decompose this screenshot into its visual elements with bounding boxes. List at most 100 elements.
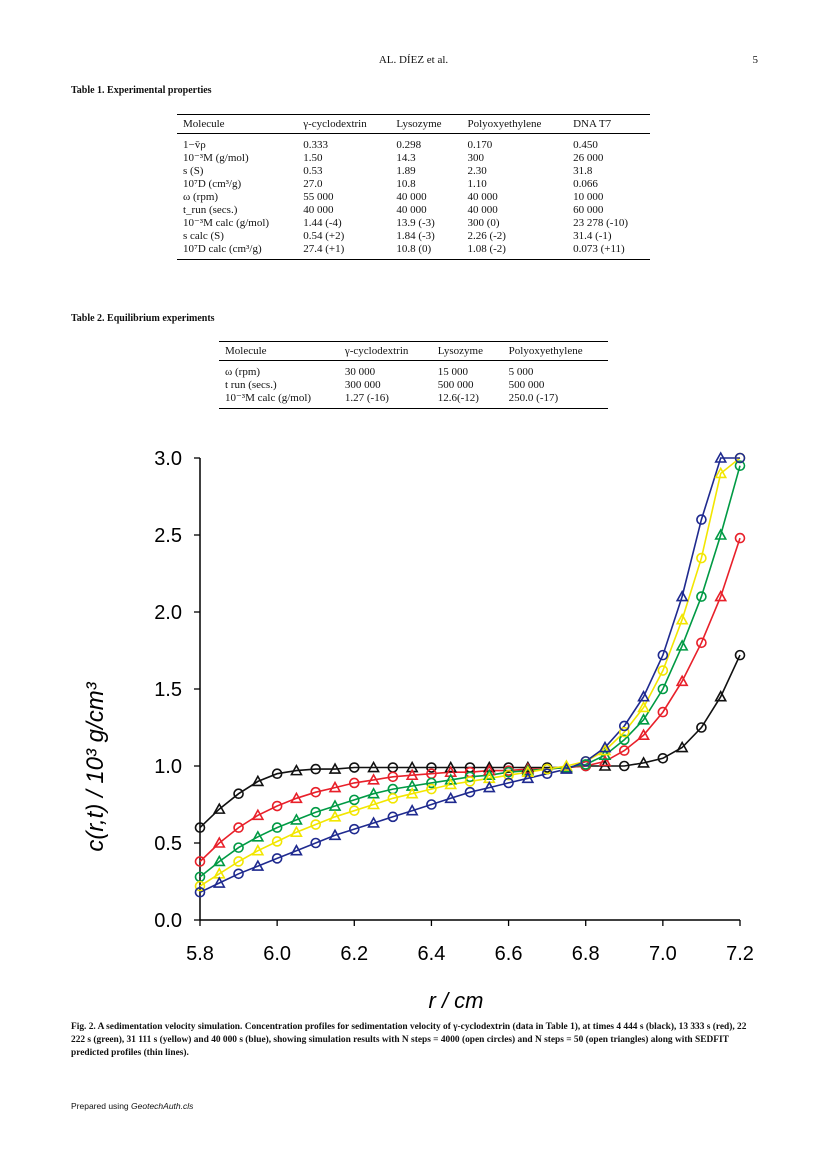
table-cell: 27.0 [303,178,323,190]
table-row: 10⁻³M calc (g/mol) 1.27 (-16) 12.6(-12) 250… [219,392,608,409]
y-tick-label: 0.5 [154,833,182,855]
data-point-triangle [290,825,303,838]
x-tick-label: 6.0 [263,943,291,965]
table-cell: 300 000 [344,379,381,391]
x-tick-label: 6.8 [572,943,600,965]
table-cell: 15 000 [437,366,468,378]
data-point-triangle [367,797,380,810]
table1-column-header: Lysozyme [390,114,462,134]
table-cell: 31.4 (-1) [573,230,612,242]
table-cell: 0.333 [303,139,328,151]
table-cell: 30 000 [344,366,376,378]
data-point-circle [348,805,360,816]
data-point-triangle [444,773,458,785]
table-cell: 10⁻³M calc (g/mol) [219,392,339,409]
data-point-triangle [714,451,728,463]
table-cell: 1−v̄ρ [183,139,206,151]
series-line [199,537,741,863]
data-point-triangle [598,743,612,756]
data-point-circle [618,760,630,772]
data-point-triangle [675,674,689,687]
y-tick-label: 1.0 [154,756,182,778]
data-point-circle [734,532,746,544]
table-row: 10⁻³M (g/mol) 1.50 14.3 300 26 000 [177,152,650,165]
data-point-triangle [290,763,303,776]
series-line [199,654,741,829]
table-cell: ω (rpm) [225,366,261,378]
data-point-circle [271,800,283,812]
data-point-triangle [405,787,419,799]
data-point-circle [657,752,669,764]
data-point-triangle [482,768,496,781]
table-cell: 250.0 (-17) [502,392,608,409]
table-row: 1−v̄ρ 0.333 0.298 0.170 0.450 [177,134,650,153]
data-point-circle [387,771,399,783]
x-tick-label: 7.0 [649,943,677,965]
data-point-circle [310,806,322,818]
data-point-triangle [251,830,265,842]
data-point-circle [233,868,244,880]
table-row: ω (rpm) 30 000 15 000 5 000 [219,361,608,380]
data-point-triangle [251,808,265,821]
table1-column-header: γ-cyclodextrin [297,114,391,134]
table-cell: 40 000 [396,204,427,216]
data-point-triangle [482,780,496,793]
data-point-triangle [367,760,380,773]
table1-column-header: Molecule [177,114,298,134]
table-cell: s calc (S) [183,230,224,242]
table-cell: 10⁻³M (g/mol) [183,152,249,164]
table-cell: 40 000 [467,204,498,216]
table-cell: 300 (0) [467,217,500,229]
data-point-circle [194,856,206,867]
table-cell: 5 000 [508,366,534,378]
data-point-triangle [367,773,380,785]
data-point-triangle [212,854,226,867]
data-point-circle [271,836,283,847]
data-point-triangle [444,760,458,773]
table-cell: 40 000 [396,191,427,203]
table-equilibrium-experiments: Molecule γ-cyclodextrin Lysozyme Polyoxyeth… [219,341,608,409]
data-point-circle [426,799,437,810]
data-point-circle [657,683,669,695]
data-point-triangle [675,589,689,602]
data-point-triangle [328,810,342,822]
table-cell: 1.89 [396,165,416,177]
table-cell: t run (secs.) [225,379,277,391]
data-point-circle [580,756,592,767]
data-point-circle [618,720,630,732]
table-cell: 0.53 [303,165,323,177]
data-point-circle [734,452,746,464]
data-point-triangle [521,765,535,777]
data-point-triangle [367,816,380,828]
page-footer: Prepared using GeotechAuth.cls [71,1101,194,1111]
table-row: t run (secs.) 300 000 500 000 500 000 [219,379,608,392]
table-cell: 10.8 [396,178,416,190]
data-point-circle [580,759,592,770]
data-point-circle [348,777,360,789]
data-point-circle [426,762,437,773]
data-point-triangle [675,639,689,651]
data-point-circle [426,783,437,795]
table1-column-header: DNA T7 [567,114,650,134]
data-point-circle [387,793,399,804]
data-point-triangle [560,762,573,774]
data-point-circle [541,768,553,780]
data-point-triangle [598,754,612,767]
data-point-triangle [405,804,419,816]
table-cell: 40 000 [467,191,498,203]
data-point-triangle [328,762,342,774]
table-cell: s (S) [183,165,204,177]
data-point-circle [541,763,553,775]
table-cell: 0.073 (+11) [567,243,650,260]
table2-column-header: Molecule [219,341,339,361]
data-point-circle [696,591,707,602]
data-point-triangle [328,780,342,793]
y-tick-label: 2.0 [154,602,182,624]
data-point-circle [657,665,669,676]
data-point-circle [233,856,244,867]
table-cell: 500 000 [437,379,474,391]
data-point-triangle [637,690,650,702]
table-cell: 55 000 [303,191,334,203]
y-tick-label: 3.0 [154,448,182,470]
data-point-triangle [714,528,728,540]
